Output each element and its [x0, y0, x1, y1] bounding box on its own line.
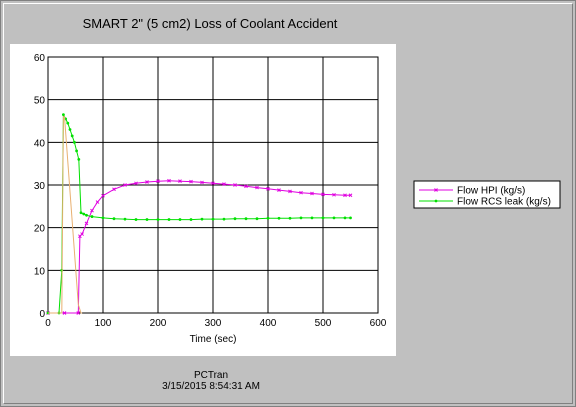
series-0-point-22	[255, 185, 259, 190]
series-0-point-29	[332, 192, 336, 197]
series-0-point-10	[123, 183, 127, 187]
series-1-point-10	[77, 158, 81, 161]
x-tick-label-0: 0	[45, 318, 51, 329]
series-1-point-32	[288, 216, 292, 220]
series-0-point-8	[101, 193, 105, 198]
series-1-point-19	[145, 218, 149, 221]
series-0-point-20	[233, 183, 237, 187]
series-1-point-14	[90, 215, 94, 218]
series-1-point-33	[299, 216, 303, 220]
series-1-point-17	[123, 217, 127, 221]
y-tick-label-3: 30	[34, 181, 46, 192]
x-axis-label: Time (sec)	[190, 334, 237, 345]
x-tick-label-2: 200	[150, 318, 167, 329]
series-1-point-6	[68, 128, 72, 131]
y-tick-label-1: 10	[34, 266, 46, 277]
legend-marker-0	[434, 188, 438, 192]
series-0-point-9	[112, 187, 116, 192]
series-1-point-9	[75, 149, 78, 153]
legend-box	[413, 180, 561, 209]
x-tick-label-6: 600	[370, 318, 387, 329]
series-1-point-31	[277, 216, 281, 220]
series-0-point-15	[178, 179, 182, 184]
series-0-point-24	[277, 188, 281, 192]
grid	[47, 56, 379, 314]
series-1-point-7	[70, 134, 74, 138]
series-0-point-16	[189, 179, 193, 184]
legend-marker-1	[434, 199, 438, 203]
chart-title: SMART 2" (5 cm2) Loss of Coolant Acciden…	[83, 16, 338, 31]
series-0-point-2	[76, 311, 81, 315]
series-1-point-20	[156, 218, 160, 221]
y-tick-label-6: 60	[34, 53, 46, 64]
series-1-point-21	[167, 218, 171, 221]
series-line-2	[48, 116, 83, 314]
series-1-point-15	[101, 216, 105, 220]
y-tick-label-4: 40	[34, 138, 46, 149]
series-1-point-12	[82, 212, 86, 216]
legend-label-0: Flow HPI (kg/s)	[457, 186, 525, 197]
series-0-point-30	[343, 193, 347, 198]
series-0-point-31	[348, 193, 353, 198]
series-1-point-37	[343, 216, 347, 220]
series-1-point-35	[321, 216, 325, 220]
series-1-point-38	[349, 216, 352, 220]
y-tick-label-5: 50	[34, 96, 46, 107]
series-0-point-12	[145, 180, 149, 184]
series-1-point-34	[310, 216, 314, 220]
plot-panel	[10, 44, 396, 356]
y-tick-label-0: 0	[39, 309, 45, 320]
series-0-point-23	[266, 186, 270, 191]
footer-app-name: PCTran	[194, 370, 228, 381]
legend: Flow HPI (kg/s)Flow RCS leak (kg/s)	[413, 180, 561, 209]
series-1-point-16	[112, 217, 116, 221]
x-tick-label-4: 400	[260, 318, 277, 329]
series-0-point-17	[200, 180, 204, 185]
tick-labels: 0 100 200 300 400 500 600 0 10 20 30 40 50 60	[34, 53, 387, 329]
series-0-point-28	[321, 192, 325, 197]
series-1-point-36	[332, 216, 336, 220]
series-1-point-13	[85, 213, 88, 217]
series-1-point-23	[189, 218, 193, 221]
legend-label-1: Flow RCS leak (kg/s)	[457, 197, 551, 208]
series-1-point-28	[244, 217, 248, 221]
series-1-point-11	[79, 211, 83, 215]
chart-window-inner	[3, 3, 573, 404]
series-0-point-25	[288, 189, 292, 194]
series-0-point-13	[156, 179, 160, 184]
series-1-point-30	[266, 216, 270, 220]
series-0-point-6	[90, 208, 94, 213]
series-0-point-4	[80, 232, 84, 236]
series-line-0	[48, 180, 351, 314]
series-1-point-8	[73, 140, 76, 144]
series-0-point-19	[222, 182, 226, 187]
series-1-point-26	[222, 217, 226, 221]
series-group	[46, 113, 353, 315]
series-1-point-24	[200, 217, 204, 221]
series-1-point-18	[134, 218, 138, 221]
series-0-point-18	[211, 181, 215, 186]
series-1-point-27	[233, 217, 237, 221]
series-0-point-26	[299, 190, 303, 195]
series-1-point-29	[255, 217, 259, 221]
series-0-point-27	[310, 191, 314, 196]
series-0-point-14	[167, 178, 171, 183]
series-0-point-5	[84, 221, 89, 226]
x-tick-label-5: 500	[315, 318, 332, 329]
series-0-point-21	[244, 184, 248, 189]
x-tick-label-1: 100	[95, 318, 112, 329]
y-tick-label-2: 20	[34, 224, 46, 235]
series-0-point-7	[95, 200, 100, 204]
series-1-point-5	[66, 121, 70, 125]
footer-timestamp: 3/15/2015 8:54:31 AM	[162, 381, 260, 392]
series-0-point-1	[62, 311, 67, 315]
series-1-point-25	[211, 217, 215, 221]
series-1-point-3	[62, 113, 65, 116]
series-0-point-11	[134, 181, 138, 186]
x-tick-label-3: 300	[205, 318, 222, 329]
series-1-point-22	[178, 218, 182, 221]
